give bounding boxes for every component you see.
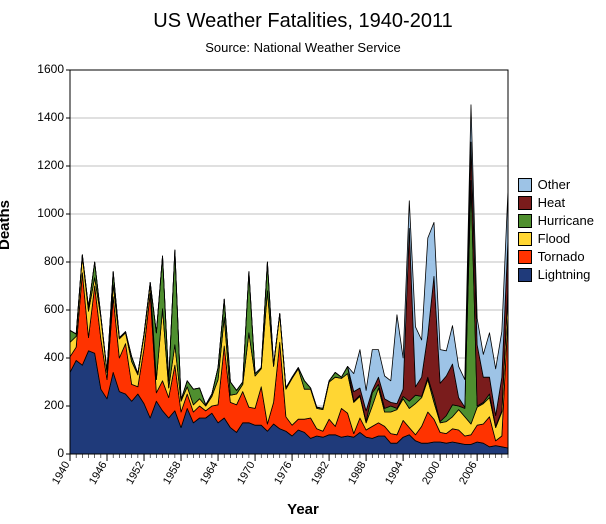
weather-fatalities-chart: US Weather Fatalities, 1940-2011 Source:… bbox=[0, 0, 606, 524]
legend-swatch bbox=[518, 250, 532, 264]
svg-text:600: 600 bbox=[44, 302, 64, 316]
svg-text:1976: 1976 bbox=[272, 460, 295, 487]
legend-item-hurricane: Hurricane bbox=[518, 213, 594, 229]
legend-label: Hurricane bbox=[538, 213, 594, 229]
svg-text:1952: 1952 bbox=[124, 460, 147, 487]
legend-swatch bbox=[518, 178, 532, 192]
legend-label: Tornado bbox=[538, 249, 585, 265]
svg-text:1958: 1958 bbox=[161, 460, 184, 487]
svg-text:1970: 1970 bbox=[235, 460, 258, 487]
svg-text:1982: 1982 bbox=[309, 460, 332, 487]
legend-swatch bbox=[518, 196, 532, 210]
svg-text:1200: 1200 bbox=[37, 158, 64, 172]
svg-text:1940: 1940 bbox=[50, 460, 73, 487]
legend-swatch bbox=[518, 214, 532, 228]
svg-text:1400: 1400 bbox=[37, 110, 64, 124]
legend-label: Lightning bbox=[538, 267, 591, 283]
svg-text:2000: 2000 bbox=[420, 460, 443, 487]
svg-text:1000: 1000 bbox=[37, 206, 64, 220]
svg-text:1946: 1946 bbox=[87, 460, 110, 487]
svg-text:800: 800 bbox=[44, 254, 64, 268]
legend-label: Heat bbox=[538, 195, 565, 211]
legend-item-other: Other bbox=[518, 177, 594, 193]
svg-text:1964: 1964 bbox=[198, 460, 221, 487]
svg-text:200: 200 bbox=[44, 398, 64, 412]
legend-label: Flood bbox=[538, 231, 571, 247]
legend-swatch bbox=[518, 232, 532, 246]
legend-label: Other bbox=[538, 177, 571, 193]
legend-item-heat: Heat bbox=[518, 195, 594, 211]
legend: Other Heat Hurricane Flood Tornado Lightning bbox=[518, 175, 594, 285]
svg-text:1994: 1994 bbox=[383, 460, 406, 487]
legend-item-lightning: Lightning bbox=[518, 267, 594, 283]
plot-svg: 0 200 400 600 800 1000 1200 1400 1600 1940 1946 19… bbox=[0, 0, 606, 524]
svg-text:2006: 2006 bbox=[457, 460, 480, 487]
svg-text:0: 0 bbox=[57, 446, 64, 460]
svg-text:1988: 1988 bbox=[346, 460, 369, 487]
legend-item-flood: Flood bbox=[518, 231, 594, 247]
legend-item-tornado: Tornado bbox=[518, 249, 594, 265]
svg-text:1600: 1600 bbox=[37, 62, 64, 76]
legend-swatch bbox=[518, 268, 532, 282]
svg-text:400: 400 bbox=[44, 350, 64, 364]
